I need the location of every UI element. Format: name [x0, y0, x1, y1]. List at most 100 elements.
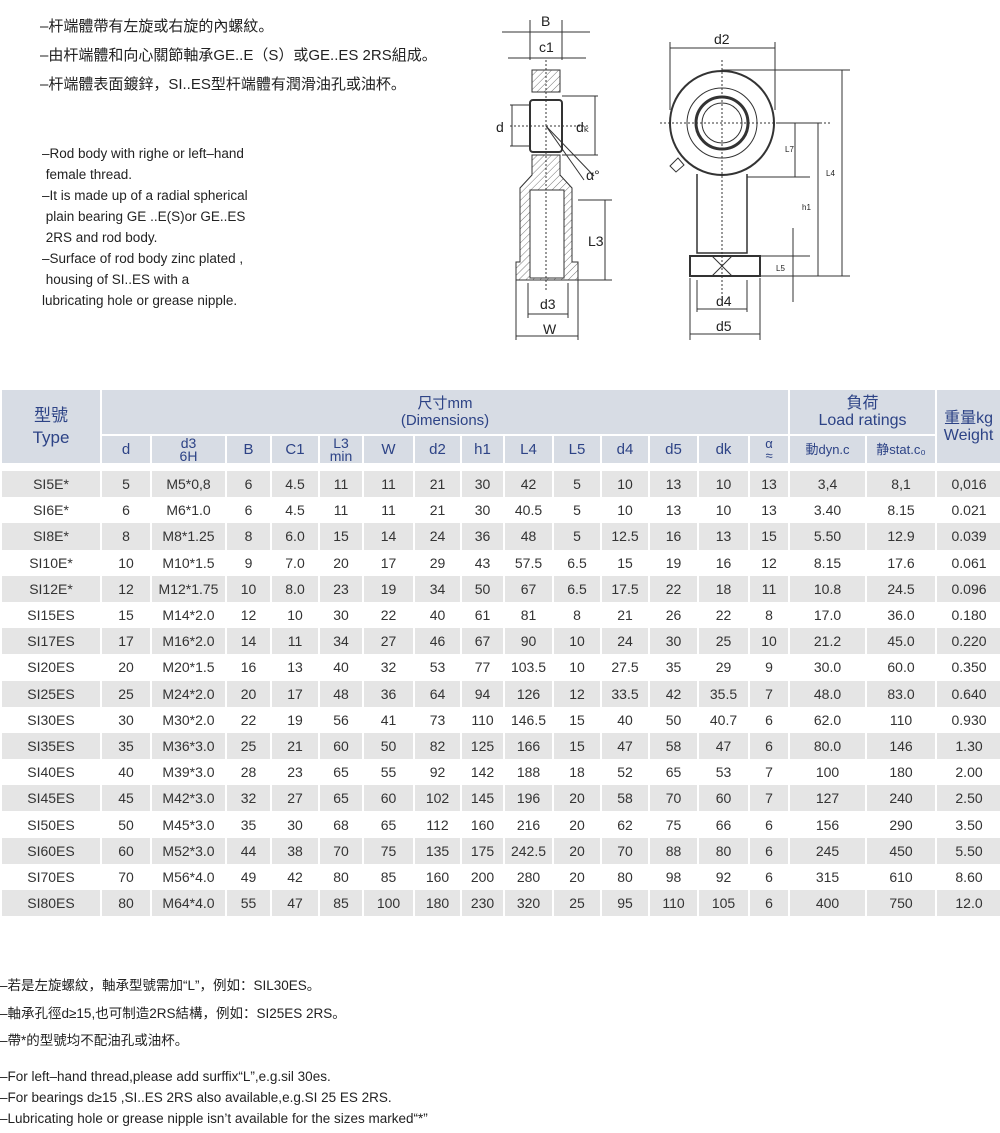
notes-chinese: –若是左旋螺紋，軸承型號需加“L”，例如：SIL30ES。 –軸承孔徑d≥15,…: [0, 972, 346, 1055]
table-cell: 6.0: [270, 523, 319, 550]
table-cell: 5.50: [935, 837, 1000, 864]
table-cell: 53: [697, 759, 749, 786]
intro-en-line: female thread.: [42, 167, 133, 182]
table-cell: 0.061: [935, 549, 1000, 576]
table-cell: 7: [747, 785, 790, 812]
table-cell: 450: [865, 837, 937, 864]
table-cell: 10: [697, 497, 749, 524]
table-cell: 0,016: [935, 462, 1000, 498]
table-cell: M8*1.25: [150, 523, 226, 550]
table-cell: 5: [552, 462, 601, 498]
header-load-ratings: 負荷 Load ratings: [788, 388, 938, 436]
table-cell: 13: [648, 462, 698, 498]
table-cell: 11: [318, 497, 363, 524]
note-en: –For bearings d≥15 ,SI..ES 2RS also avai…: [0, 1090, 392, 1105]
intro-chinese: –杆端體帶有左旋或右旋的內螺紋。 –由杆端體和向心關節軸承GE..E（S）或GE…: [40, 12, 437, 99]
table-cell: 5: [100, 462, 151, 498]
col-C1: C1: [270, 434, 320, 468]
table-cell: 10: [747, 628, 790, 655]
table-cell: 21.2: [788, 628, 867, 655]
table-cell: 0.096: [935, 575, 1000, 602]
table-cell: 67: [503, 575, 553, 602]
table-cell: 135: [413, 837, 461, 864]
table-cell: 42: [648, 680, 698, 707]
table-cell: 3,4: [788, 462, 867, 498]
table-cell: 65: [318, 759, 363, 786]
table-cell: 10: [600, 462, 649, 498]
table-cell: 41: [362, 706, 414, 733]
label-L7: L7: [785, 145, 794, 154]
table-cell: 88: [648, 837, 698, 864]
table-cell: 6: [747, 811, 790, 838]
table-cell: 14: [362, 523, 414, 550]
table-row: SI35ES 35 M36*3.0 25 21 60 50 82 125 166 15 47 58 47 6…: [0, 732, 1000, 760]
intro-en-line: –It is made up of a radial spherical: [42, 188, 248, 203]
table-cell: 13: [747, 497, 790, 524]
table-cell: 240: [865, 785, 937, 812]
cell-type: SI10E*: [0, 549, 101, 576]
table-cell: M20*1.5: [150, 654, 226, 681]
table-body: SI5E* 5 M5*0,8 6 4.5 11 11 21 30 42 5 10 13 10 13 3,4 8,…: [0, 462, 1000, 917]
table-cell: 60: [318, 732, 363, 760]
table-row: SI15ES 15 M14*2.0 12 10 30 22 40 61 81 8 21 26 22 8 17.…: [0, 601, 1000, 629]
table-cell: 146.5: [503, 706, 553, 733]
col-static-load: 静stat.c₀: [865, 434, 938, 468]
table-cell: 43: [460, 549, 504, 576]
cell-type: SI45ES: [0, 785, 101, 812]
table-cell: M39*3.0: [150, 759, 226, 786]
table-cell: 62: [600, 811, 649, 838]
table-cell: 60.0: [865, 654, 937, 681]
table-cell: 18: [697, 575, 749, 602]
table-cell: 400: [788, 890, 867, 917]
table-cell: 610: [865, 863, 937, 890]
table-cell: 58: [648, 732, 698, 760]
table-cell: 2.00: [935, 759, 1000, 786]
table-cell: 27.5: [600, 654, 649, 681]
table-cell: 8.60: [935, 863, 1000, 890]
table-cell: 12: [100, 575, 151, 602]
col-dk: dk: [697, 434, 750, 468]
table-cell: 11: [362, 497, 414, 524]
table-cell: 5: [552, 523, 601, 550]
table-cell: 6.5: [552, 549, 601, 576]
table-cell: 40: [100, 759, 151, 786]
table-cell: M42*3.0: [150, 785, 226, 812]
table-cell: 50: [100, 811, 151, 838]
table-cell: 40: [600, 706, 649, 733]
table-cell: 127: [788, 785, 867, 812]
table-row: SI70ES 70 M56*4.0 49 42 80 85 160 200 280 20 80 98 92…: [0, 863, 1000, 890]
table-cell: 17: [362, 549, 414, 576]
table-cell: 30: [648, 628, 698, 655]
table-cell: 45.0: [865, 628, 937, 655]
table-cell: 230: [460, 890, 504, 917]
table-cell: 14: [225, 628, 271, 655]
table-cell: 8: [225, 523, 271, 550]
table-cell: 11: [270, 628, 319, 655]
table-cell: 0.350: [935, 654, 1000, 681]
col-d3-tolerance: 6H: [179, 447, 198, 464]
cell-type: SI25ES: [0, 680, 101, 707]
table-cell: 19: [270, 706, 319, 733]
table-cell: 58: [600, 785, 649, 812]
col-alpha-approx: ≈: [765, 447, 773, 463]
table-cell: 6: [100, 497, 151, 524]
label-alpha: α°: [586, 167, 600, 183]
table-cell: 15: [552, 706, 601, 733]
label-d4: d4: [716, 293, 732, 309]
table-cell: 16: [697, 549, 749, 576]
table-cell: 180: [413, 890, 461, 917]
table-cell: 6: [747, 863, 790, 890]
table-cell: 80: [100, 890, 151, 917]
table-cell: 180: [865, 759, 937, 786]
intro-cn-line: –杆端體表面鍍鋅，SI..ES型杆端體有潤滑油孔或油杯。: [40, 76, 406, 93]
col-L5: L5: [552, 434, 602, 468]
table-cell: M16*2.0: [150, 628, 226, 655]
table-cell: M45*3.0: [150, 811, 226, 838]
table-cell: 30.0: [788, 654, 867, 681]
table-cell: 7: [747, 680, 790, 707]
table-cell: 29: [697, 654, 749, 681]
intro-cn-line: –由杆端體和向心關節軸承GE..E（S）或GE..ES 2RS組成。: [40, 47, 437, 64]
note-en: –For left–hand thread,please add surffix…: [0, 1069, 331, 1084]
table-cell: 17.0: [788, 601, 867, 629]
table-cell: 62.0: [788, 706, 867, 733]
